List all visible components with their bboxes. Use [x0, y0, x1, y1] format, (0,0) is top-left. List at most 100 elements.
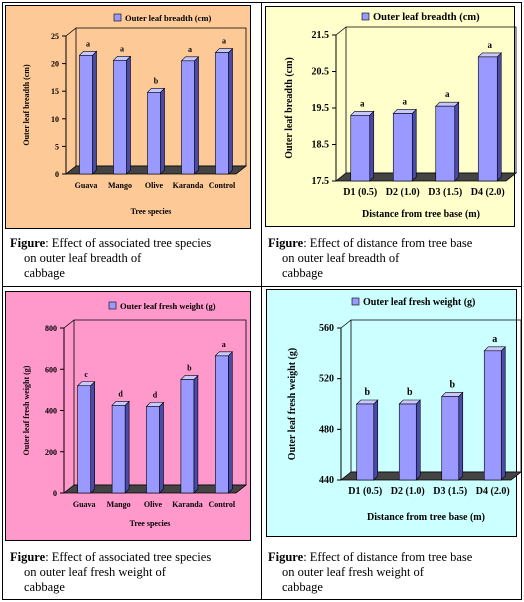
bar — [435, 101, 460, 182]
bar — [441, 391, 464, 481]
plot-side-edge — [65, 27, 77, 37]
y-tick-label: 200 — [45, 448, 57, 457]
bar — [477, 52, 502, 182]
x-tick-label: Guava — [75, 181, 98, 190]
x-tick-label: D1 (0.5) — [348, 486, 382, 497]
bar — [214, 351, 234, 494]
caption-line1: : Effect of associated tree species — [45, 236, 212, 250]
bar-front — [79, 55, 93, 175]
y-tick-label: 480 — [319, 424, 334, 435]
bar-side — [500, 346, 506, 481]
value-label: a — [222, 340, 226, 349]
bar-front — [180, 379, 195, 494]
caption-line3: cabbage — [24, 580, 65, 594]
cell-bottom-right — [261, 286, 522, 600]
x-tick-label: D2 (1.0) — [386, 187, 420, 198]
bar-front — [215, 52, 229, 175]
y-tick-label: 10 — [51, 115, 59, 124]
bar-front — [215, 355, 229, 494]
bar-top — [398, 399, 421, 405]
bar-top — [392, 109, 417, 114]
y-tick-label: 20 — [51, 60, 59, 69]
x-tick-label: Control — [209, 181, 236, 190]
x-tick-label: Olive — [145, 181, 164, 190]
bar-front — [111, 405, 126, 494]
y-tick-label: 440 — [319, 475, 334, 486]
bar-side — [454, 101, 460, 182]
bar-chart: 440 480 520 560 b D1 (0.5) b D2 (1.0) b D3 (1.5) a… — [287, 297, 523, 523]
y-tick-label: 0 — [55, 170, 59, 179]
x-tick-label: Mango — [108, 181, 132, 190]
bar-side — [90, 381, 95, 494]
x-tick-label: D4 (2.0) — [471, 187, 505, 198]
bar-front — [483, 350, 502, 481]
bar-side — [160, 87, 165, 175]
value-label: d — [153, 390, 158, 399]
bar-side — [126, 55, 131, 175]
x-tick-label: D3 (1.5) — [428, 187, 462, 198]
bar-top — [483, 346, 506, 352]
value-label: c — [84, 370, 88, 379]
bar — [180, 374, 199, 494]
bar-chart: 17.5 18.5 19.5 20.5 21.5 a D1 (0.5) a D2 (1.0) a D… — [284, 12, 518, 220]
bar-side — [458, 391, 464, 481]
caption-line1: : Effect of associated tree species — [45, 550, 212, 564]
x-tick-label: Olive — [144, 500, 163, 509]
y-tick-label: 400 — [45, 407, 57, 416]
caption-line2: on outer leaf breadth of — [24, 251, 142, 265]
value-label: a — [360, 98, 365, 108]
plot-side-edge — [63, 319, 75, 329]
legend-label: Outer leaf fresh weight (g) — [120, 301, 216, 311]
caption-line1: : Effect of distance from tree base — [303, 550, 473, 564]
bar — [76, 381, 96, 494]
legend-swatch — [351, 297, 360, 306]
x-tick-label: D4 (2.0) — [476, 486, 510, 497]
x-tick-label: D3 (1.5) — [433, 486, 467, 497]
plot-side-edge — [340, 319, 352, 329]
value-label: a — [445, 89, 450, 99]
y-tick-label: 5 — [55, 142, 59, 151]
bar — [180, 56, 200, 175]
bar — [145, 401, 165, 494]
bar-side — [228, 47, 233, 175]
bar-side — [373, 399, 379, 481]
y-tick-label: 15 — [51, 87, 59, 96]
bar — [214, 47, 234, 175]
caption-weight-distance: Figure: Effect of distance from tree bas… — [268, 550, 518, 595]
y-tick-label: 21.5 — [312, 30, 330, 41]
chart-panel-weight-distance: 440 480 520 560 b D1 (0.5) b D2 (1.0) b D3 (1.5) a… — [266, 289, 523, 537]
bar-side — [193, 374, 199, 494]
chart-panel-breadth-species: 0 5 10 15 20 25 a Guava a Mango b Olive a Karanda a Con… — [5, 5, 251, 229]
bar-front — [147, 92, 161, 175]
y-axis-label: Outer leaf breadth (cm) — [22, 64, 31, 146]
bar-chart: 0 5 10 15 20 25 a Guava a Mango b Olive a Karanda a Con… — [22, 13, 248, 216]
x-axis-label: Tree species — [131, 207, 172, 216]
value-label: a — [492, 334, 497, 345]
legend-label: Outer leaf breadth (cm) — [373, 12, 480, 23]
caption-breadth-species: Figure: Effect of associated tree specie… — [10, 236, 258, 281]
value-label: b — [154, 76, 159, 85]
bar-top — [435, 101, 460, 107]
value-label: a — [86, 39, 90, 48]
x-tick-label: Mango — [107, 500, 131, 509]
value-label: a — [120, 44, 124, 53]
value-label: a — [488, 40, 493, 50]
y-axis-label: Outer leaf fresh weight (g) — [22, 365, 31, 455]
value-label: a — [188, 45, 192, 54]
caption-line2: on outer leaf fresh weight of — [24, 565, 166, 579]
caption-weight-species: Figure: Effect of associated tree specie… — [10, 550, 258, 595]
y-tick-label: 20.5 — [312, 67, 330, 78]
x-tick-label: Karanda — [173, 181, 204, 190]
legend: Outer leaf breadth (cm) — [113, 13, 211, 23]
bar-side — [124, 400, 130, 494]
x-tick-label: D1 (0.5) — [343, 187, 377, 198]
value-label: b — [449, 379, 455, 390]
y-tick-label: 600 — [45, 365, 57, 374]
y-axis-label: Outer leaf fresh weight (g) — [287, 348, 298, 460]
legend: Outer leaf fresh weight (g) — [351, 297, 475, 308]
bar-front — [356, 403, 375, 481]
bar — [112, 55, 132, 175]
value-label: d — [118, 389, 123, 398]
bar-side — [369, 110, 375, 182]
caption-label: Figure — [268, 550, 304, 564]
